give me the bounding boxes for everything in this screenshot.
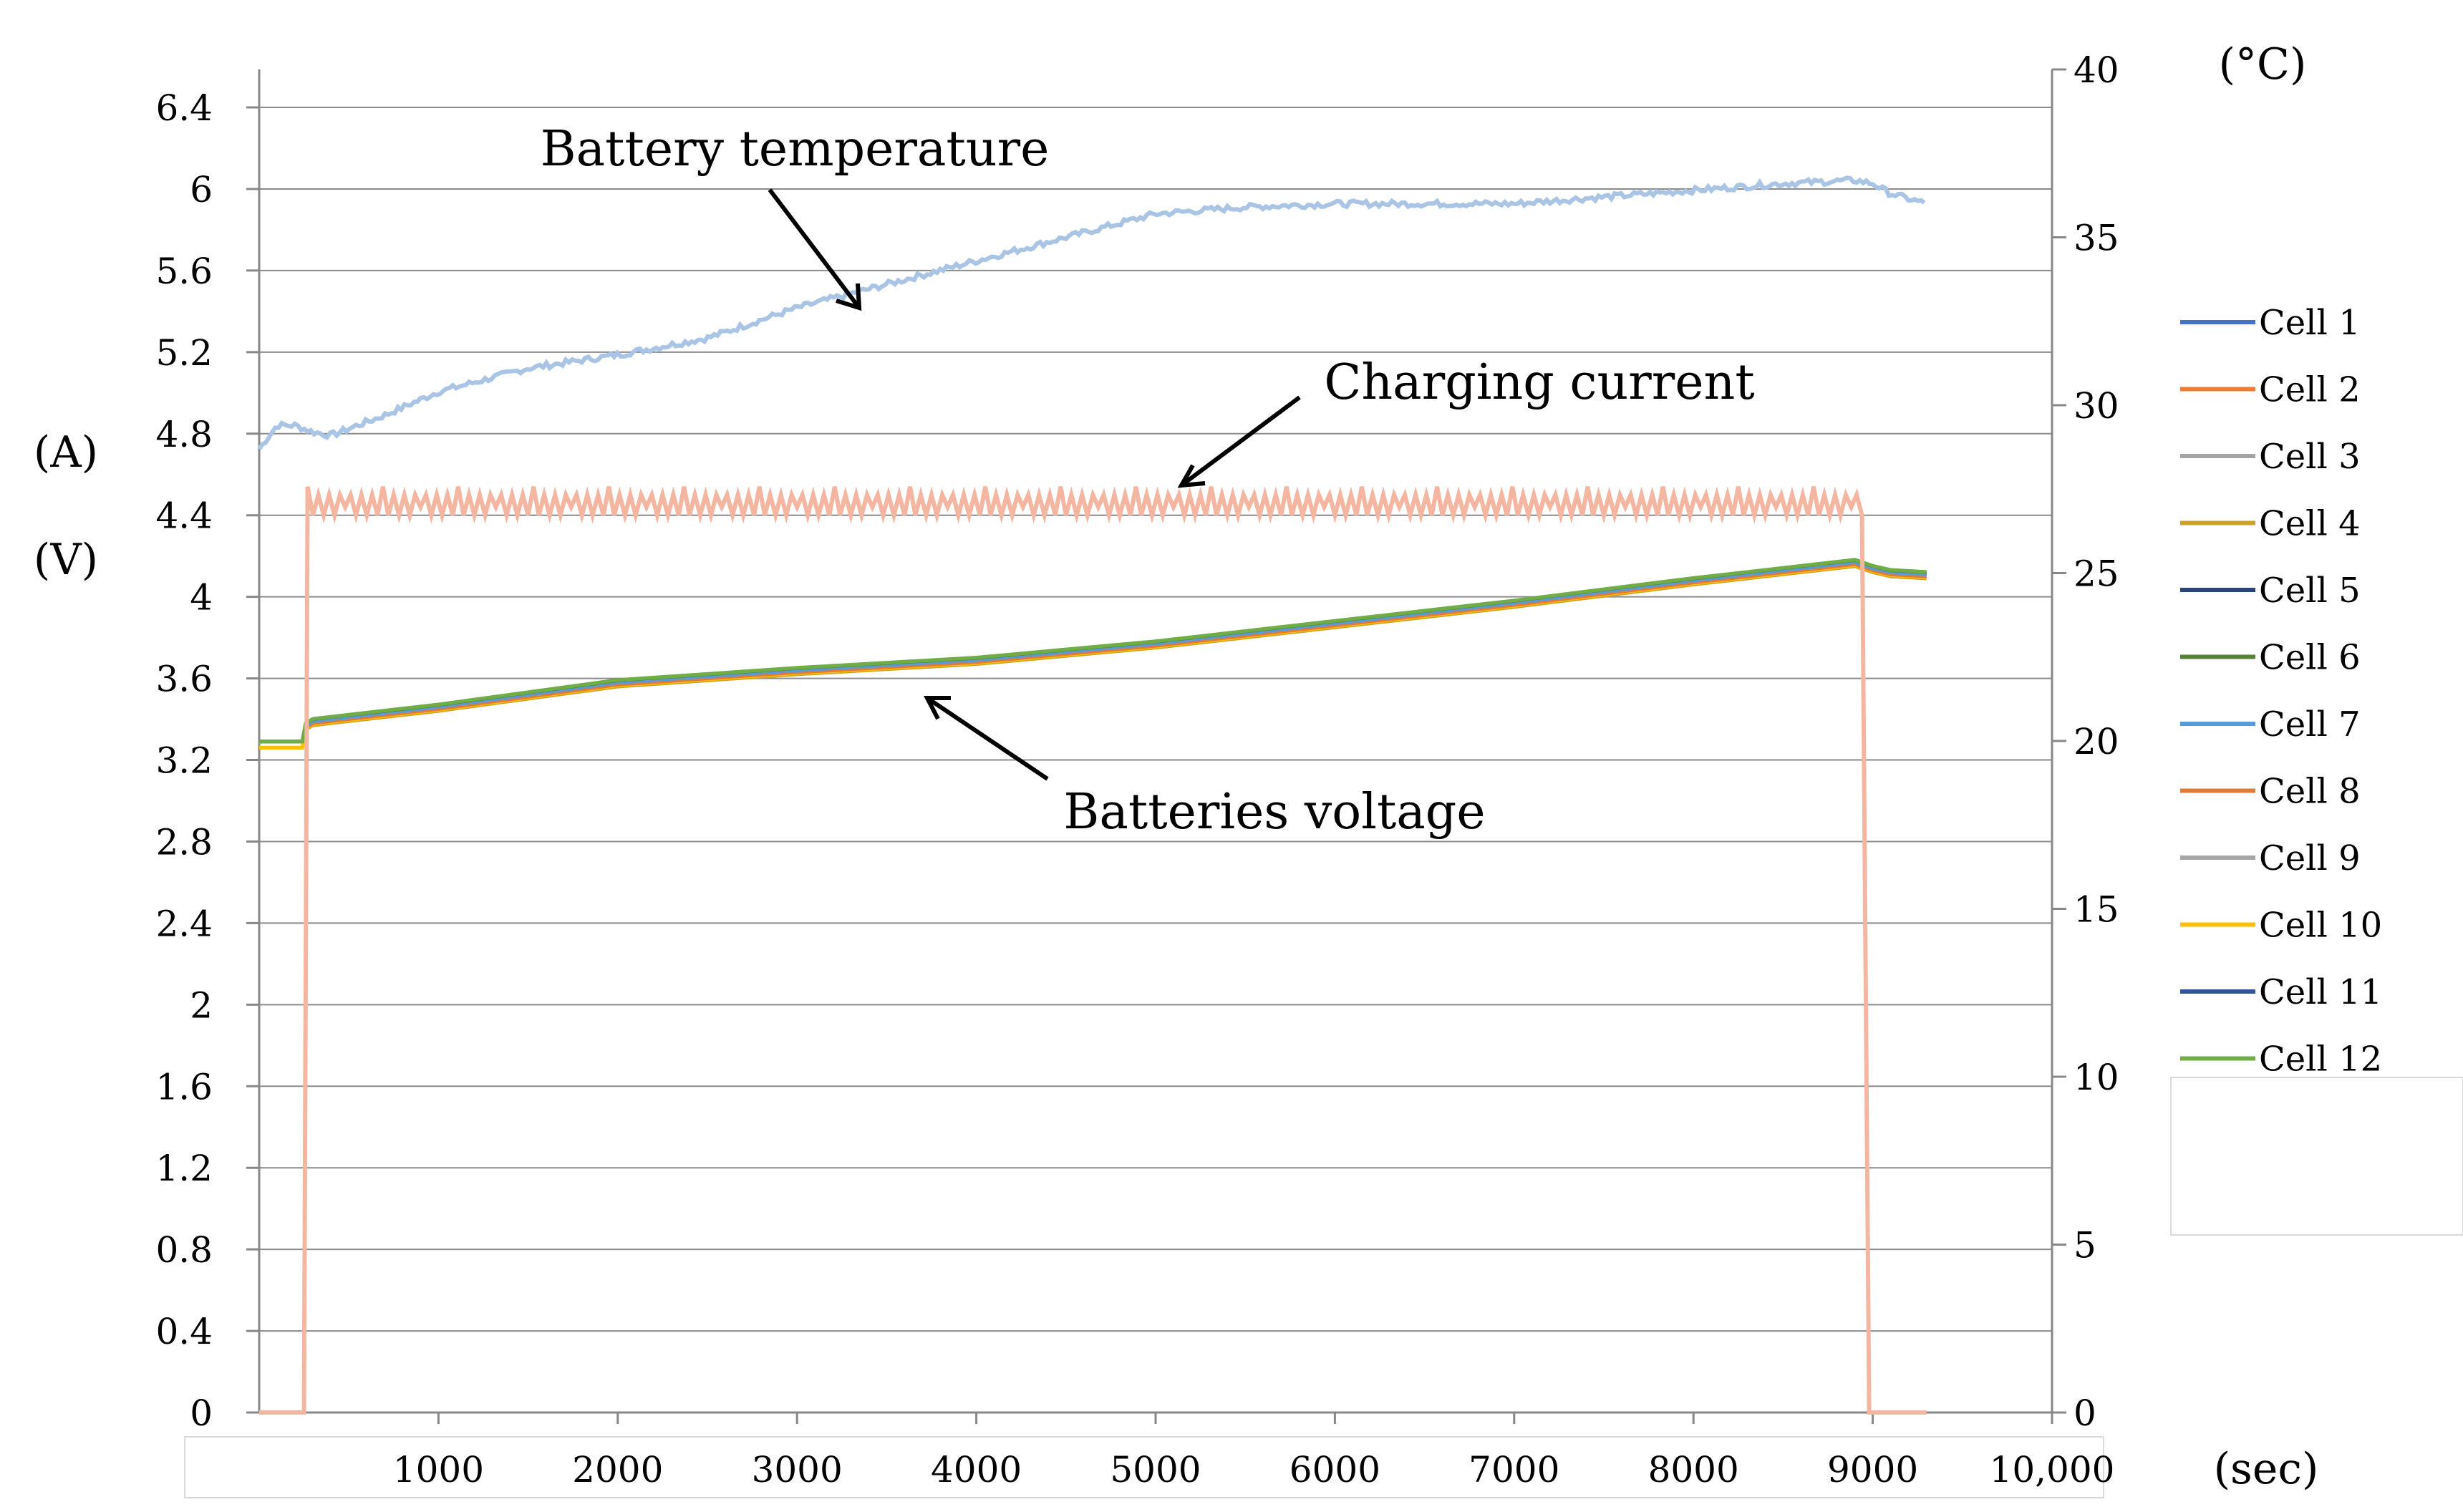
left-axis-label-amps: (A) bbox=[34, 427, 98, 478]
x-tick-label: 4000 bbox=[931, 1449, 1022, 1491]
voltage-line-4 bbox=[259, 564, 1927, 750]
left-tick-label: 4.4 bbox=[155, 495, 213, 537]
left-axis-label-volts: (V) bbox=[34, 535, 98, 585]
x-tick-label: 3000 bbox=[752, 1449, 843, 1491]
x-tick-label: 8000 bbox=[1648, 1449, 1739, 1491]
voltage-arrowhead bbox=[924, 696, 951, 720]
voltage-line-8 bbox=[259, 562, 1927, 744]
temperature-arrow bbox=[768, 188, 861, 309]
right-tick-label: 35 bbox=[2074, 218, 2119, 259]
x-axis-label: (sec) bbox=[2214, 1444, 2319, 1494]
legend-label-12: Cell 12 bbox=[2259, 1040, 2382, 1080]
left-tick-label: 6.4 bbox=[155, 87, 213, 129]
legend-label-4: Cell 4 bbox=[2259, 504, 2361, 544]
right-tick-label: 25 bbox=[2074, 553, 2119, 595]
left-tick-label: 0 bbox=[190, 1392, 213, 1434]
legend-label-6: Cell 6 bbox=[2259, 638, 2361, 678]
current-line bbox=[259, 486, 1927, 1415]
legend-label-8: Cell 8 bbox=[2259, 772, 2361, 812]
temperature-line bbox=[257, 175, 1926, 450]
x-tick-label: 5000 bbox=[1110, 1449, 1201, 1491]
annotation-arrows bbox=[768, 188, 1301, 781]
right-tick-label: 15 bbox=[2074, 889, 2119, 931]
left-tick-label: 1.2 bbox=[155, 1148, 213, 1189]
left-tick-label: 3.6 bbox=[155, 659, 213, 700]
voltage-arrow bbox=[926, 696, 1049, 781]
temperature-arrowhead bbox=[836, 283, 862, 311]
x-tick-label: 2000 bbox=[572, 1449, 663, 1491]
legend: Cell 1 Cell 2 Cell 3 Cell 4 Cell 5 Cell 6 Cell… bbox=[2180, 303, 2382, 1080]
left-tick-label: 4.8 bbox=[155, 414, 213, 455]
voltage-line-10 bbox=[259, 563, 1927, 750]
right-tick-label: 20 bbox=[2074, 721, 2119, 762]
left-tick-label: 5.6 bbox=[155, 251, 213, 292]
current-arrowhead bbox=[1177, 464, 1206, 488]
right-tick-label: 5 bbox=[2074, 1225, 2096, 1266]
left-tick-label: 6 bbox=[190, 169, 213, 210]
left-axis-ticks: 0 0.4 0.8 1.2 1.6 2 2.4 2.8 3.2 3.6 4 4.4 4.8 5.2 5.6 6… bbox=[155, 87, 259, 1434]
left-tick-label: 0.8 bbox=[155, 1229, 213, 1271]
right-axis-label: (°C) bbox=[2219, 39, 2307, 89]
right-tick-label: 40 bbox=[2074, 49, 2119, 91]
legend-empty-box bbox=[2170, 1077, 2463, 1236]
legend-label-10: Cell 10 bbox=[2259, 906, 2382, 946]
legend-label-2: Cell 2 bbox=[2259, 370, 2361, 410]
legend-label-11: Cell 11 bbox=[2259, 972, 2382, 1012]
right-tick-label: 0 bbox=[2074, 1392, 2096, 1434]
right-axis-ticks: 0 5 10 15 20 25 30 35 40 bbox=[2052, 49, 2119, 1434]
legend-label-3: Cell 3 bbox=[2259, 437, 2361, 477]
legend-label-1: Cell 1 bbox=[2259, 303, 2361, 343]
right-tick-label: 30 bbox=[2074, 385, 2119, 427]
left-tick-label: 0.4 bbox=[155, 1311, 213, 1352]
legend-label-5: Cell 5 bbox=[2259, 571, 2361, 611]
x-axis-ticks: 1000 2000 3000 4000 5000 6000 7000 8000 9000 10,0… bbox=[393, 1412, 2115, 1491]
x-tick-label: 1000 bbox=[393, 1449, 484, 1491]
left-tick-label: 2.4 bbox=[155, 903, 213, 944]
x-tick-label: 10,000 bbox=[1990, 1449, 2115, 1491]
legend-label-7: Cell 7 bbox=[2259, 704, 2361, 745]
left-tick-label: 2 bbox=[190, 984, 213, 1026]
x-tick-label: 7000 bbox=[1468, 1449, 1559, 1491]
left-tick-label: 2.8 bbox=[155, 821, 213, 863]
x-axis-label-box bbox=[184, 1436, 2104, 1498]
legend-label-9: Cell 9 bbox=[2259, 838, 2361, 878]
current-arrow bbox=[1180, 395, 1301, 488]
left-tick-label: 5.2 bbox=[155, 332, 213, 374]
x-tick-label: 6000 bbox=[1289, 1449, 1380, 1491]
gridlines bbox=[259, 107, 2052, 1332]
right-tick-label: 10 bbox=[2074, 1057, 2119, 1098]
left-tick-label: 4 bbox=[190, 577, 213, 619]
voltage-annotation: Batteries voltage bbox=[1063, 784, 1485, 840]
series bbox=[257, 175, 1927, 1415]
x-tick-label: 9000 bbox=[1827, 1449, 1918, 1491]
current-annotation: Charging current bbox=[1324, 354, 1754, 411]
left-tick-label: 3.2 bbox=[155, 740, 213, 782]
left-tick-label: 1.6 bbox=[155, 1066, 213, 1108]
temperature-annotation: Battery temperature bbox=[541, 121, 1050, 178]
